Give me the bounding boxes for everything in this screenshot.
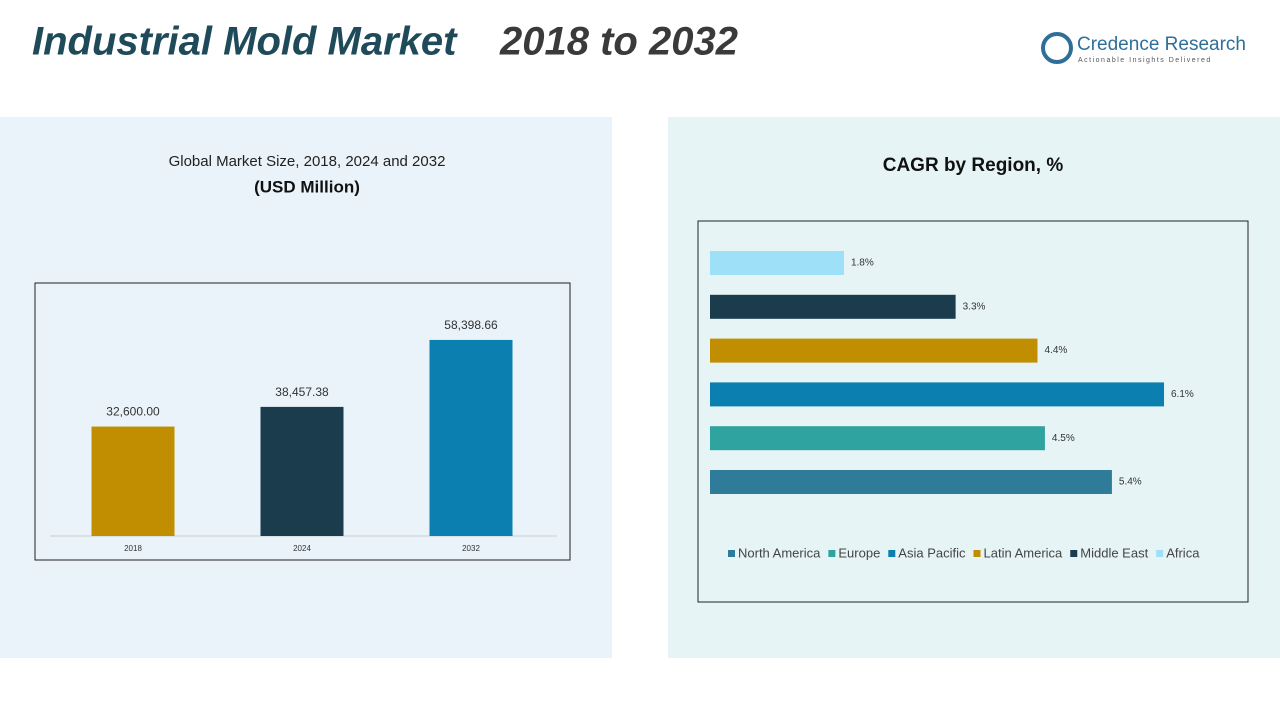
- value-label: 32,600.00: [106, 405, 160, 419]
- legend-label: Africa: [1166, 545, 1200, 560]
- value-label: 3.3%: [963, 301, 986, 312]
- bar: [260, 406, 344, 536]
- x-tick-label: 2024: [293, 544, 311, 553]
- chart-frame: [697, 220, 1249, 603]
- legend-swatch: [1156, 550, 1164, 557]
- legend-swatch: [728, 550, 735, 557]
- title-years: 2018 to 2032: [499, 20, 738, 64]
- x-tick-label: 2018: [124, 544, 142, 553]
- legend-label: North America: [738, 545, 821, 560]
- bar: [710, 251, 844, 275]
- legend-swatch: [828, 550, 836, 557]
- legend-swatch: [888, 550, 896, 557]
- chart-subtitle: (USD Million): [254, 177, 360, 196]
- bar: [710, 426, 1045, 451]
- legend-label: Asia Pacific: [898, 545, 966, 560]
- value-label: 38,457.38: [275, 385, 329, 399]
- value-label: 6.1%: [1171, 389, 1194, 400]
- logo-tagline: Actionable Insights Delivered: [1078, 57, 1212, 64]
- value-label: 58,398.66: [444, 318, 498, 332]
- value-label: 1.8%: [851, 258, 874, 269]
- legend-label: Latin America: [984, 545, 1064, 560]
- logo-name: Credence Research: [1077, 34, 1246, 55]
- value-label: 4.4%: [1044, 345, 1067, 356]
- bar: [429, 339, 513, 536]
- bar: [710, 470, 1112, 494]
- bar: [710, 338, 1038, 363]
- value-label: 5.4%: [1119, 477, 1142, 488]
- legend-label: Middle East: [1080, 545, 1148, 560]
- value-label: 4.5%: [1052, 433, 1075, 444]
- bar: [91, 426, 175, 536]
- bar: [710, 382, 1165, 407]
- logo-icon: [1041, 32, 1073, 64]
- chart-title: Global Market Size, 2018, 2024 and 2032: [169, 153, 446, 170]
- legend-label: Europe: [838, 545, 880, 560]
- chart-title: CAGR by Region, %: [883, 155, 1064, 176]
- title: Industrial Mold Market: [32, 20, 458, 64]
- legend-swatch: [973, 550, 981, 557]
- chart-frame: [34, 282, 571, 561]
- x-tick-label: 2032: [462, 544, 480, 553]
- bar: [710, 294, 956, 319]
- legend-swatch: [1070, 550, 1078, 557]
